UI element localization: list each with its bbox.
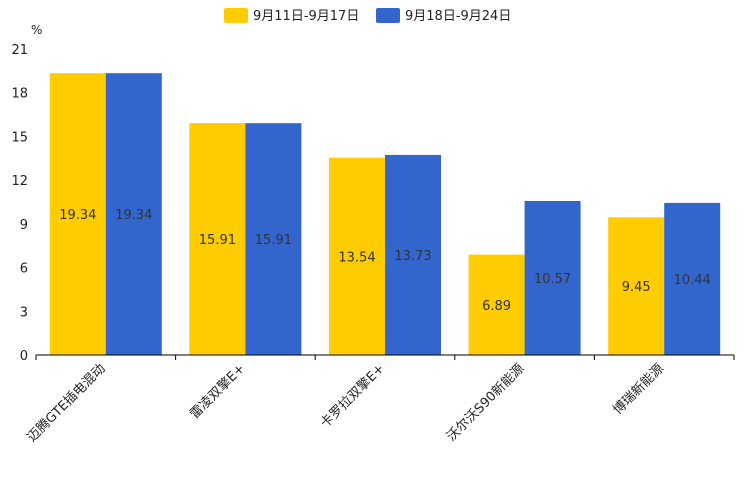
y-axis-unit: % [31, 23, 42, 37]
value-label-series-1-2: 15.91 [199, 233, 236, 248]
bar-series-2-5[interactable] [664, 202, 721, 355]
bar-series-1-5[interactable] [608, 217, 665, 355]
value-label-series-2-2: 15.91 [255, 233, 292, 248]
category-label-2: 雷凌双擎E+ [187, 361, 248, 422]
y-tick-label: 3 [20, 305, 28, 320]
bar-series-1-2[interactable] [189, 123, 246, 355]
y-tick-label: 0 [20, 349, 28, 364]
bar-series-2-1[interactable] [105, 73, 162, 355]
legend-item-series-2[interactable]: 9月18日-9月24日 [376, 8, 511, 24]
value-label-series-2-3: 13.73 [394, 249, 431, 264]
value-label-series-2-5: 10.44 [674, 273, 711, 288]
bar-series-2-2[interactable] [245, 123, 302, 355]
value-label-series-2-1: 19.34 [115, 208, 152, 223]
bar-series-2-3[interactable] [385, 154, 441, 355]
bar-series-2-4[interactable] [524, 200, 581, 355]
category-label-1: 迈腾GTE插电混动 [24, 361, 109, 446]
y-tick-label: 9 [20, 218, 28, 233]
x-axis-ticks [35, 355, 735, 360]
value-label-series-1-5: 9.45 [622, 280, 651, 295]
y-tick-label: 15 [11, 130, 28, 145]
bars [49, 73, 721, 355]
bar-series-1-4[interactable] [468, 254, 525, 355]
value-label-series-1-3: 13.54 [338, 250, 375, 265]
category-label-5: 博瑞新能源 [610, 361, 667, 418]
category-label-4: 沃尔沃S90新能源 [443, 361, 527, 445]
y-tick-label: 18 [11, 87, 28, 102]
legend-label-series-1: 9月11日-9月17日 [253, 9, 359, 24]
bar-series-1-3[interactable] [329, 157, 385, 355]
category-label-3: 卡罗拉双擎E+ [318, 361, 388, 431]
legend: 9月11日-9月17日 9月18日-9月24日 [224, 8, 511, 24]
value-label-series-1-4: 6.89 [482, 299, 511, 314]
legend-label-series-2: 9月18日-9月24日 [405, 9, 511, 24]
legend-item-series-1[interactable]: 9月11日-9月17日 [224, 8, 359, 24]
y-tick-label: 12 [11, 174, 28, 189]
y-tick-label: 6 [20, 262, 28, 277]
y-axis-ticks: 0 3 6 9 12 15 18 21 [11, 43, 28, 364]
bar-series-1-1[interactable] [49, 73, 106, 355]
value-labels: 19.34 15.91 13.54 6.89 9.45 19.34 15.91 13.73 10… [59, 208, 711, 314]
y-tick-label: 21 [11, 43, 28, 58]
category-labels: 迈腾GTE插电混动 雷凌双擎E+ 卡罗拉双擎E+ 沃尔沃S90新能源 博瑞新能源 [24, 361, 667, 446]
legend-swatch-series-1 [224, 8, 248, 23]
value-label-series-2-4: 10.57 [534, 272, 571, 287]
legend-swatch-series-2 [376, 8, 400, 23]
value-label-series-1-1: 19.34 [59, 208, 96, 223]
